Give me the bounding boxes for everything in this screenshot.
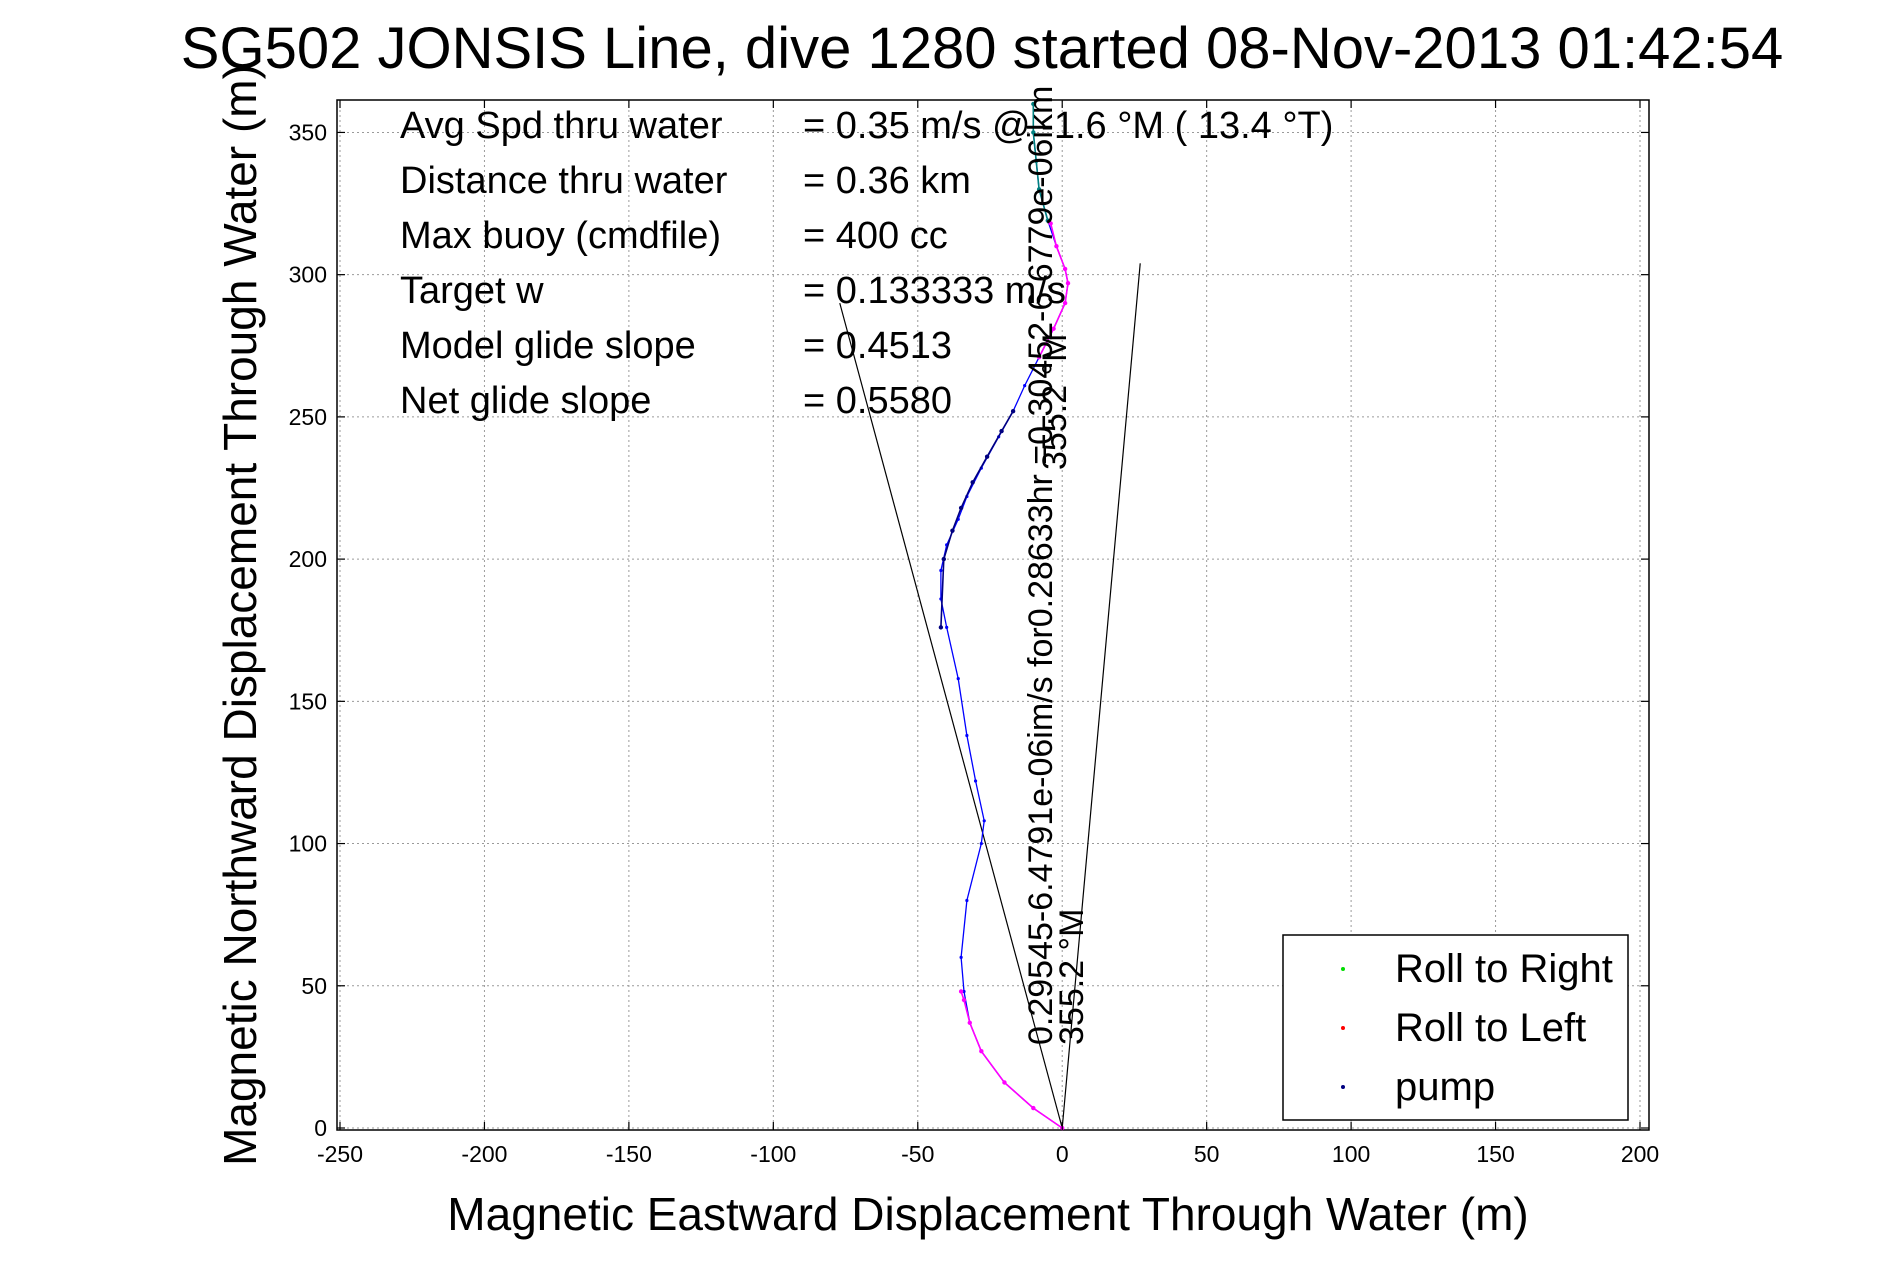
trajectory-point bbox=[1036, 187, 1042, 192]
x-tick-label: -150 bbox=[606, 1141, 652, 1167]
y-tick-label: 50 bbox=[301, 973, 327, 999]
trajectory-point bbox=[965, 733, 969, 738]
info-label: Target w bbox=[400, 270, 544, 312]
trajectory-point bbox=[1031, 101, 1036, 107]
x-tick-label: -100 bbox=[750, 1141, 796, 1167]
trajectory-point bbox=[1031, 1105, 1036, 1111]
y-tick-label: 100 bbox=[289, 831, 327, 857]
trajectory-point bbox=[967, 1020, 972, 1025]
trajectory-point bbox=[1002, 1080, 1007, 1085]
legend-box bbox=[1282, 934, 1629, 1121]
trajectory-point bbox=[945, 625, 949, 629]
info-label: Distance thru water bbox=[400, 160, 728, 202]
x-tick-label: -50 bbox=[901, 1141, 934, 1167]
info-label: Model glide slope bbox=[400, 325, 696, 367]
legend-marker-roll-left bbox=[1341, 1026, 1345, 1030]
trajectory-point bbox=[984, 454, 990, 459]
trajectory-point bbox=[1010, 409, 1016, 414]
x-tick-label: 100 bbox=[1332, 1141, 1370, 1167]
info-value: = 0.4513 bbox=[803, 325, 952, 367]
y-tick-label: 250 bbox=[289, 404, 327, 430]
trajectory-point bbox=[1034, 158, 1039, 164]
y-tick-label: 200 bbox=[289, 546, 327, 572]
y-tick-label: 150 bbox=[289, 688, 327, 714]
trajectory-point bbox=[973, 779, 978, 783]
trajectory-point bbox=[979, 841, 983, 846]
trajectory-point bbox=[1036, 354, 1042, 360]
x-tick-label: -250 bbox=[317, 1141, 363, 1167]
trajectory-point bbox=[956, 676, 960, 681]
x-tick-label: 50 bbox=[1194, 1141, 1220, 1167]
x-tick-label: 200 bbox=[1621, 1141, 1659, 1167]
heading-annotation-lower: 355.2 °M bbox=[1053, 909, 1091, 1045]
trajectory-point bbox=[982, 819, 986, 823]
left-bound-line bbox=[839, 302, 1063, 1129]
legend-label-roll-right: Roll to Right bbox=[1395, 947, 1613, 991]
grid bbox=[337, 100, 1649, 1130]
right-bound-line bbox=[1061, 263, 1141, 1129]
info-value: = 0.133333 m/s bbox=[803, 270, 1066, 312]
trajectory-point bbox=[999, 428, 1004, 434]
trajectory-point bbox=[979, 1049, 984, 1054]
trajectory-point bbox=[959, 955, 963, 959]
trajectory-point bbox=[1065, 281, 1071, 286]
trajectory-point bbox=[1054, 244, 1059, 249]
trajectory-point bbox=[1051, 326, 1056, 331]
x-axis-label: Magnetic Eastward Displacement Through W… bbox=[447, 1188, 1528, 1240]
trajectory-point bbox=[1062, 266, 1068, 272]
trajectory-point bbox=[939, 568, 943, 573]
y-tick-label: 0 bbox=[314, 1115, 327, 1141]
trajectory-point bbox=[962, 989, 966, 994]
info-block: Avg Spd thru water = 0.35 m/s @ -1.6 °M … bbox=[400, 105, 1333, 422]
x-tick-label: 150 bbox=[1476, 1141, 1514, 1167]
ticks: -250 -200 -150 -100 -50 0 50 100 150 200 0 50 100 150… bbox=[289, 100, 1659, 1167]
trajectory-point bbox=[1062, 300, 1068, 306]
trajectory-point bbox=[1048, 221, 1053, 226]
info-value: = 0.35 m/s @ -1.6 °M ( 13.4 °T) bbox=[803, 105, 1333, 147]
reference-lines bbox=[839, 263, 1141, 1129]
trajectory-line bbox=[940, 410, 1014, 628]
heading-annotation-upper: 355.2 °M bbox=[1036, 334, 1074, 470]
y-axis-label: Magnetic Northward Displacement Through … bbox=[214, 64, 266, 1166]
trajectory-point bbox=[1045, 218, 1050, 223]
velocity-annotation: 0.29545-6.4791e-06im/s for0.28633hr =0.3… bbox=[1022, 86, 1060, 1045]
info-label: Avg Spd thru water bbox=[400, 105, 723, 147]
info-label: Net glide slope bbox=[400, 380, 651, 422]
trajectory-point bbox=[958, 989, 964, 994]
info-value: = 400 cc bbox=[803, 215, 948, 257]
trajectory-point bbox=[958, 505, 964, 511]
info-label: Max buoy (cmdfile) bbox=[400, 215, 721, 257]
trajectory-point bbox=[941, 556, 946, 562]
info-value: = 0.5580 bbox=[803, 380, 952, 422]
trajectory-point bbox=[970, 480, 975, 485]
chart-title: SG502 JONSIS Line, dive 1280 started 08-… bbox=[181, 16, 1783, 81]
trajectory-point bbox=[961, 997, 967, 1003]
trajectory-point bbox=[938, 625, 944, 630]
y-tick-label: 350 bbox=[289, 119, 327, 145]
trajectory-point bbox=[1031, 130, 1036, 135]
trajectory-point bbox=[1023, 384, 1027, 388]
x-tick-label: 0 bbox=[1056, 1141, 1069, 1167]
y-tick-label: 300 bbox=[289, 262, 327, 288]
x-tick-label: -200 bbox=[461, 1141, 507, 1167]
info-value: = 0.36 km bbox=[803, 160, 971, 202]
legend-marker-roll-right bbox=[1341, 967, 1345, 971]
trajectory-point bbox=[950, 528, 955, 533]
trajectory-point bbox=[965, 898, 969, 903]
legend-marker-pump bbox=[1341, 1085, 1345, 1089]
legend-label-pump: pump bbox=[1395, 1065, 1495, 1109]
legend-label-roll-left: Roll to Left bbox=[1395, 1006, 1586, 1050]
series-layer bbox=[938, 101, 1071, 1131]
legend: Roll to Right Roll to Left pump bbox=[1282, 934, 1629, 1121]
